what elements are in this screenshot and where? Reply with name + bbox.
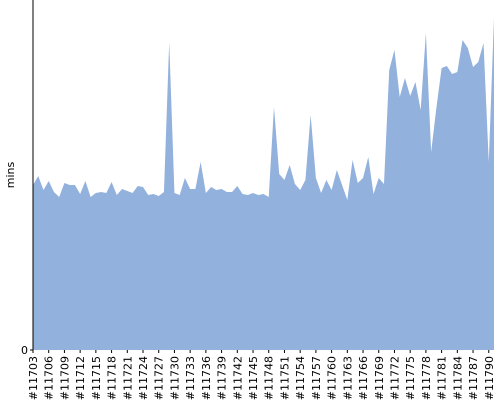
x-tick-label: #11739 [216, 356, 229, 400]
x-tick-label: #11751 [278, 356, 291, 400]
x-tick-label: #11715 [90, 356, 103, 400]
x-tick-label: #11784 [451, 356, 464, 400]
x-tick-label: #11775 [404, 356, 417, 400]
x-tick-label: #11706 [43, 356, 56, 400]
x-tick-label: #11763 [341, 356, 354, 400]
x-tick-label: #11733 [184, 356, 197, 400]
x-tick-label: #11760 [326, 356, 339, 400]
y-tick-label: 0 [21, 344, 28, 357]
x-tick-label: #11724 [137, 356, 150, 400]
x-tick-label: #11721 [121, 356, 134, 400]
x-tick-label: #11787 [467, 356, 480, 400]
x-tick-label: #11757 [310, 356, 323, 400]
x-tick-label: #11730 [168, 356, 181, 400]
y-axis-label: mins [4, 161, 17, 188]
x-tick-label: #11778 [420, 356, 433, 400]
x-tick-label: #11781 [436, 356, 449, 400]
x-tick-label: #11703 [27, 356, 40, 400]
x-tick-label: #11790 [483, 356, 496, 400]
x-tick-label: #11745 [247, 356, 260, 400]
area [33, 18, 494, 350]
x-tick-label: #11736 [200, 356, 213, 400]
x-tick-label: #11742 [231, 356, 244, 400]
x-tick-label: #11754 [294, 356, 307, 400]
x-tick-label: #11712 [74, 356, 87, 400]
x-tick-label: #11727 [153, 356, 166, 400]
x-tick-label: #11748 [263, 356, 276, 400]
x-tick-label: #11766 [357, 356, 370, 400]
x-tick-label: #11772 [388, 356, 401, 400]
x-tick-label: #11709 [58, 356, 71, 400]
x-tick-label: #11769 [373, 356, 386, 400]
x-tick-label: #11718 [106, 356, 119, 400]
